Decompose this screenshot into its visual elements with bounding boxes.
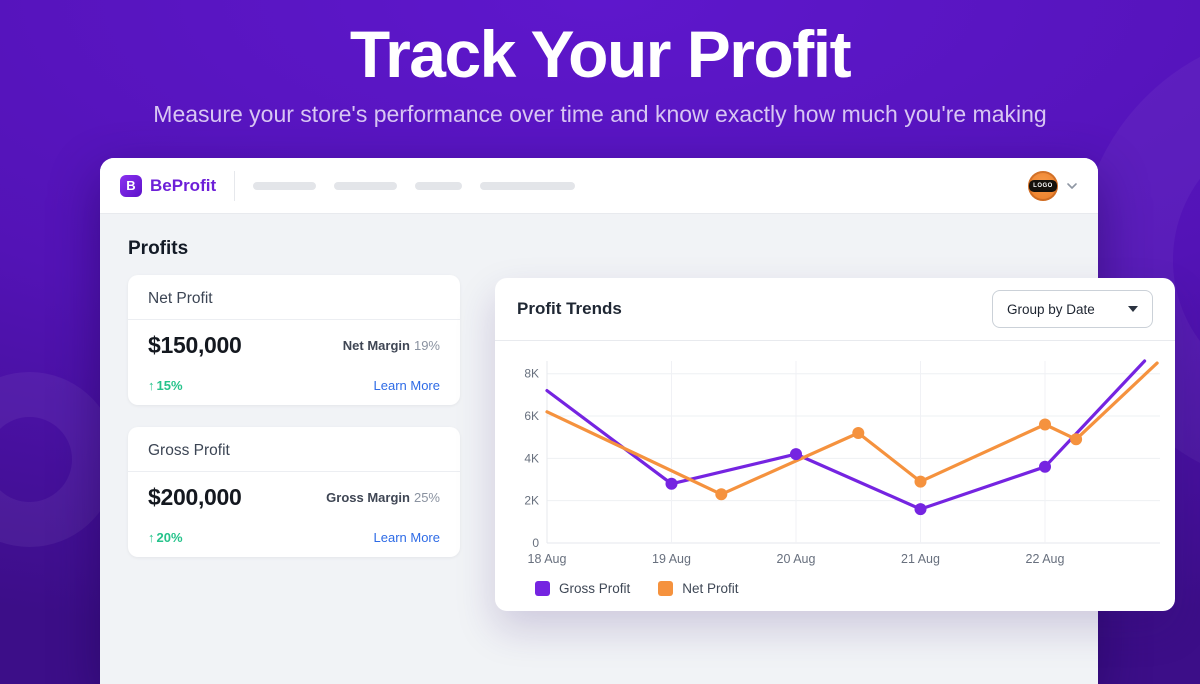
svg-text:6K: 6K: [524, 409, 539, 423]
hero-section: Track Your Profit Measure your store's p…: [0, 0, 1200, 128]
svg-text:19 Aug: 19 Aug: [652, 552, 691, 566]
profit-trends-title: Profit Trends: [517, 299, 622, 318]
gross-profit-value: $200,000: [148, 484, 242, 510]
gross-profit-change: ↑ 20%: [148, 530, 183, 545]
gross-profit-swatch: [535, 581, 550, 596]
svg-text:20 Aug: 20 Aug: [777, 552, 816, 566]
arrow-up-icon: ↑: [148, 530, 155, 545]
nav-placeholder-pill: [334, 181, 398, 190]
gross-margin: Gross Margin 25%: [326, 490, 440, 505]
topbar-divider: [234, 170, 236, 201]
net-margin-label: Net Margin: [342, 338, 410, 353]
nav-placeholder-pill: [415, 181, 463, 190]
nav-placeholder-pill: [480, 181, 576, 190]
svg-text:0: 0: [532, 536, 539, 550]
profit-trends-chart: 0 2K 4K 6K 8K 18 Aug 19 Aug 20 Aug 21 Aug 22 Aug: [524, 359, 1160, 566]
hero-title: Track Your Profit: [349, 17, 852, 91]
group-by-value: Group by Date: [1007, 301, 1095, 317]
dropdown-caret-icon: [1128, 306, 1138, 312]
net-profit-change: ↑ 15%: [148, 378, 183, 393]
svg-text:22 Aug: 22 Aug: [1026, 552, 1065, 566]
hero-subtitle: Measure your store's performance over ti…: [153, 101, 1047, 128]
svg-text:8K: 8K: [524, 367, 539, 381]
svg-text:18 Aug: 18 Aug: [528, 552, 567, 566]
stat-card-title: Gross Profit: [148, 442, 230, 459]
group-by-select[interactable]: Group by Date: [992, 290, 1153, 328]
gross-margin-value: 25%: [413, 490, 440, 505]
avatar-logo-text: LOGO: [1029, 179, 1057, 192]
card-divider: [128, 471, 460, 472]
net-margin-value: 19%: [413, 338, 440, 353]
arrow-up-icon: ↑: [148, 378, 155, 393]
nav-placeholder-group: [253, 181, 576, 190]
legend-item-net-profit[interactable]: Net Profit: [658, 581, 739, 596]
gross-profit-card: Gross Profit $200,000 Gross Margin 25% ↑ 2…: [128, 427, 460, 557]
dashboard-body: Profits Net Profit $150,000 Net Margin 19…: [100, 214, 1175, 683]
brand-name: BeProfit: [150, 175, 217, 195]
beprofit-logo-icon: B: [120, 174, 142, 197]
card-divider: [128, 319, 460, 320]
net-margin: Net Margin 19%: [343, 338, 440, 353]
dashboard-topbar: B BeProfit LOGO: [100, 158, 1098, 214]
legend-item-gross-profit[interactable]: Gross Profit: [535, 581, 630, 596]
profit-trends-card: Profit Trends Group by Date 0 2K 4K 6K 8K 18 …: [495, 278, 1175, 611]
stat-card-title: Net Profit: [148, 290, 213, 307]
account-avatar[interactable]: LOGO: [1028, 170, 1058, 201]
profits-section-title: Profits: [128, 238, 189, 259]
net-profit-learn-more-link[interactable]: Learn More: [373, 378, 440, 393]
gross-margin-label: Gross Margin: [326, 490, 410, 505]
chevron-down-icon[interactable]: [1066, 180, 1078, 192]
net-profit-card: Net Profit $150,000 Net Margin 19% ↑ 15% L…: [128, 275, 460, 405]
svg-text:4K: 4K: [524, 451, 539, 465]
chart-legend: Gross Profit Net Profit: [535, 581, 739, 596]
gross-profit-learn-more-link[interactable]: Learn More: [373, 530, 440, 545]
nav-placeholder-pill: [253, 181, 317, 190]
dashboard-window: B BeProfit LOGO Profits Net Profit $150,…: [100, 158, 1175, 684]
net-profit-swatch: [658, 581, 674, 596]
net-profit-value: $150,000: [148, 332, 242, 358]
svg-text:21 Aug: 21 Aug: [901, 552, 940, 566]
svg-text:2K: 2K: [524, 494, 539, 508]
